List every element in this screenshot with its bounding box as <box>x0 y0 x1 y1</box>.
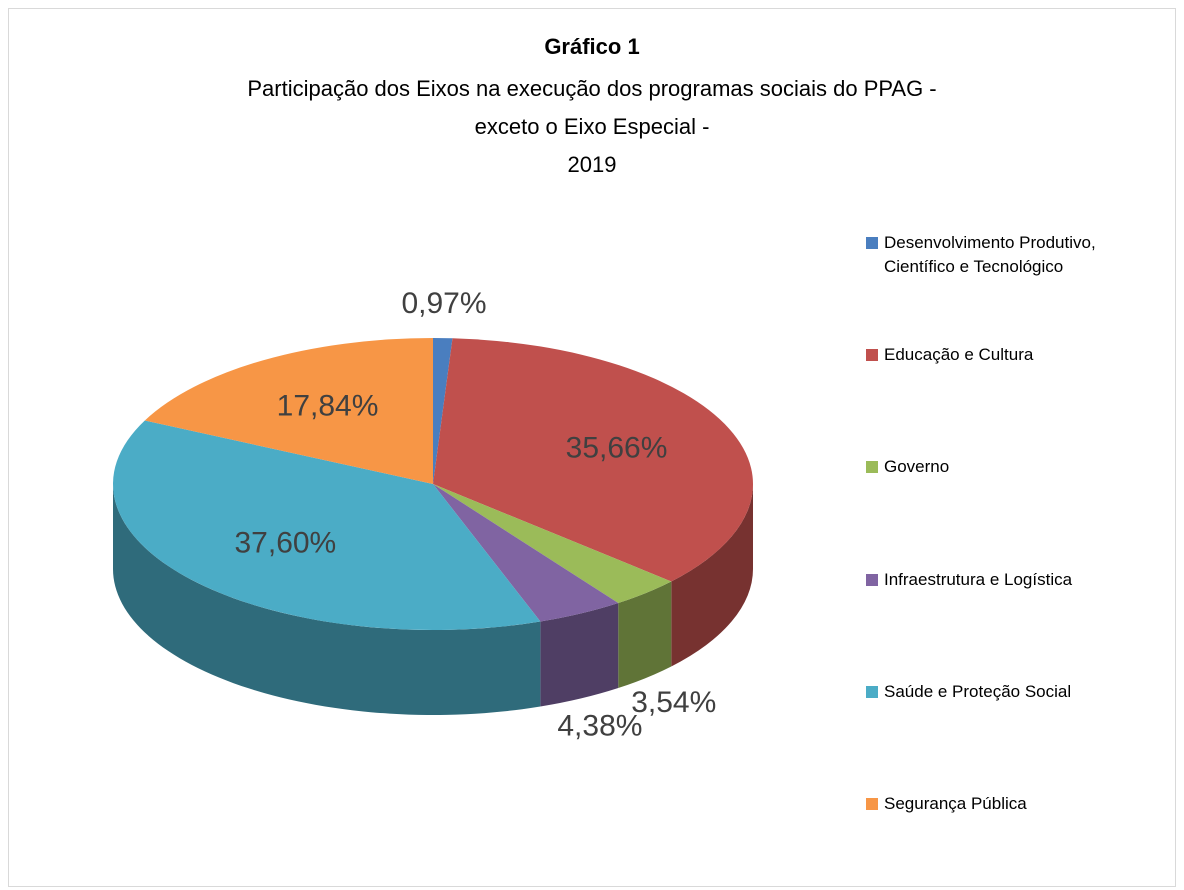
pie-slice-side <box>618 581 672 689</box>
legend-swatch <box>866 798 878 810</box>
pie-slice <box>433 338 754 582</box>
data-label: 37,60% <box>234 526 336 559</box>
legend-label: Saúde e Proteção Social <box>884 681 1072 701</box>
chart-subtitle: exceto o Eixo Especial - <box>475 114 710 139</box>
data-label: 17,84% <box>277 389 379 422</box>
pie-slice <box>433 484 619 622</box>
chart-subtitle: 2019 <box>568 152 617 177</box>
pie-slice-side <box>671 484 753 667</box>
legend-label: Educação e Cultura <box>884 345 1034 365</box>
legend-label: Infraestrutura e Logística <box>884 569 1073 589</box>
chart-title: Gráfico 1 <box>544 34 639 59</box>
pie-slice <box>113 420 541 630</box>
legend-swatch <box>866 573 878 586</box>
legend-swatch <box>866 237 878 249</box>
legend-swatch <box>866 349 878 362</box>
pie-slice <box>433 484 672 604</box>
legend-label: Desenvolvimento Produtivo, Científico e … <box>884 233 1096 276</box>
legend-label: Governo <box>884 457 950 477</box>
data-label: 35,66% <box>566 432 668 465</box>
chart-subtitle: Participação dos Eixos na execução dos p… <box>247 76 936 101</box>
legend-swatch <box>866 685 878 698</box>
legend-swatch <box>866 461 878 474</box>
data-label: 3,54% <box>631 686 716 719</box>
pie-slice-side <box>540 603 619 707</box>
pie-slice <box>144 338 433 484</box>
pie-slice <box>433 338 453 484</box>
legend-label: Segurança Pública <box>884 794 1027 813</box>
data-label: 0,97% <box>401 287 486 320</box>
pie-slice-side <box>113 484 541 715</box>
data-label: 4,38% <box>557 709 642 742</box>
